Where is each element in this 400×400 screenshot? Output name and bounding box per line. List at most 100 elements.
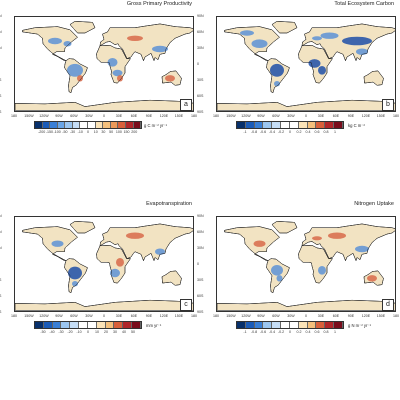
colorbar-cell [80, 122, 89, 128]
lon-label: 0 [305, 314, 307, 318]
panel-title: Nitrogen Uptake [354, 201, 394, 207]
lon-label: 60W [70, 314, 78, 318]
landmass-6 [15, 299, 193, 311]
coastline [99, 223, 193, 262]
anomaly-region [312, 36, 322, 41]
lon-label: 180 [11, 314, 17, 318]
colorbar-unit: mm yr⁻¹ [146, 323, 162, 328]
colorbar-cell [72, 122, 81, 128]
coastline [363, 70, 384, 86]
anomaly-region [107, 58, 118, 67]
colorbar-cell [79, 322, 88, 328]
lon-label: 180 [213, 314, 219, 318]
colorbar-cell [254, 122, 264, 128]
coastline [298, 45, 333, 84]
colorbar-cell [103, 122, 111, 128]
lat-label: 90N [197, 214, 204, 218]
colorbar-cell [125, 122, 134, 128]
colorbar-tick-label: 0 [289, 330, 291, 334]
lat-label: 30N [197, 246, 204, 250]
lat-label: 60S [0, 94, 1, 98]
colorbar-tick-label: 30 [113, 330, 117, 334]
colorbar-tick-label: -100 [53, 130, 61, 134]
colorbar [34, 321, 142, 329]
colorbar-tick-label: -0.8 [250, 130, 258, 134]
colorbar-cell [307, 122, 317, 128]
lat-label: 60N [0, 230, 2, 234]
colorbar-tick-label: -50 [40, 330, 46, 334]
lon-label: 0 [103, 314, 105, 318]
anomaly-region [67, 63, 83, 77]
colorbar [236, 321, 344, 329]
colorbar-tick-label: -30 [69, 130, 76, 134]
colorbar-tick-label: 10 [95, 330, 99, 334]
coastline [301, 23, 395, 62]
lon-label: 180 [11, 114, 17, 118]
lat-label: 60N [197, 30, 204, 34]
colorbar-cell [316, 122, 326, 128]
landmass-2 [69, 221, 96, 234]
colorbar-cell [272, 322, 282, 328]
colorbar-cell [281, 122, 290, 128]
coastline [363, 270, 384, 286]
lat-label: 60S [197, 294, 204, 298]
landmass-6 [15, 99, 193, 111]
anomaly-region [126, 232, 144, 239]
colorbar [34, 121, 142, 129]
anomaly-region [355, 245, 369, 253]
colorbar-tick-label: -50 [62, 130, 68, 134]
landmass-2 [271, 221, 298, 234]
lon-label: 90E [347, 114, 355, 118]
panel-d: Nitrogen Uptake d g N m⁻² yr⁻¹ 90N 60N 30N… [197, 201, 399, 340]
lat-label: 60S [0, 294, 1, 298]
colorbar-cell [43, 322, 53, 328]
lon-label: 150E [174, 114, 184, 118]
lat-label: 30N [0, 46, 2, 50]
anomaly-region [271, 265, 283, 276]
landmass-6 [217, 299, 395, 311]
lon-label: 60E [332, 114, 340, 118]
colorbar-tick-label: -30 [58, 330, 64, 334]
coastline [161, 270, 182, 286]
colorbar-tick-label: -0.2 [277, 130, 285, 134]
anomaly-region [51, 240, 64, 247]
anomaly-region [63, 41, 72, 47]
colorbar-tick-label: 0.8 [323, 130, 329, 134]
world-map [217, 21, 395, 111]
lat-label: 90S [0, 310, 1, 314]
anomaly-region [367, 275, 377, 282]
coastline [64, 258, 88, 294]
map-frame [216, 16, 396, 112]
panel-c: Evapotranspiration c mm yr⁻¹ 90N 60N 30N 0 3… [0, 201, 197, 340]
landmass-0 [224, 226, 280, 261]
colorbar-tick-label: -10 [76, 330, 82, 334]
lat-label: 90S [197, 110, 204, 114]
coastline [224, 26, 280, 61]
colorbar-tick-label: 10 [93, 130, 98, 134]
lon-label: 60W [272, 114, 280, 118]
colorbar-cell [65, 122, 73, 128]
colorbar-cell [325, 122, 335, 128]
anomaly-region [342, 36, 372, 46]
lon-label: 30W [287, 314, 295, 318]
world-map [15, 221, 193, 311]
colorbar-cell [334, 322, 343, 328]
colorbar-cell [70, 322, 80, 328]
colorbar-cell [272, 122, 282, 128]
colorbar-cell [245, 122, 255, 128]
colorbar-cell [237, 322, 246, 328]
colorbar-cell [298, 322, 308, 328]
coastline [15, 299, 193, 311]
colorbar-tick-label: 50 [131, 330, 135, 334]
colorbar-cell [237, 122, 246, 128]
anomaly-region [117, 75, 123, 82]
lon-label: 60E [130, 314, 138, 318]
coastline [22, 226, 78, 261]
colorbar-tick-label: -1 [243, 130, 247, 134]
lon-label: 90E [347, 314, 355, 318]
colorbar-cell [289, 122, 299, 128]
colorbar-cell [245, 322, 255, 328]
colorbar-cell [110, 122, 119, 128]
panel-title: Total Ecosystem Carbon [334, 1, 394, 7]
lon-label: 150W [226, 114, 236, 118]
